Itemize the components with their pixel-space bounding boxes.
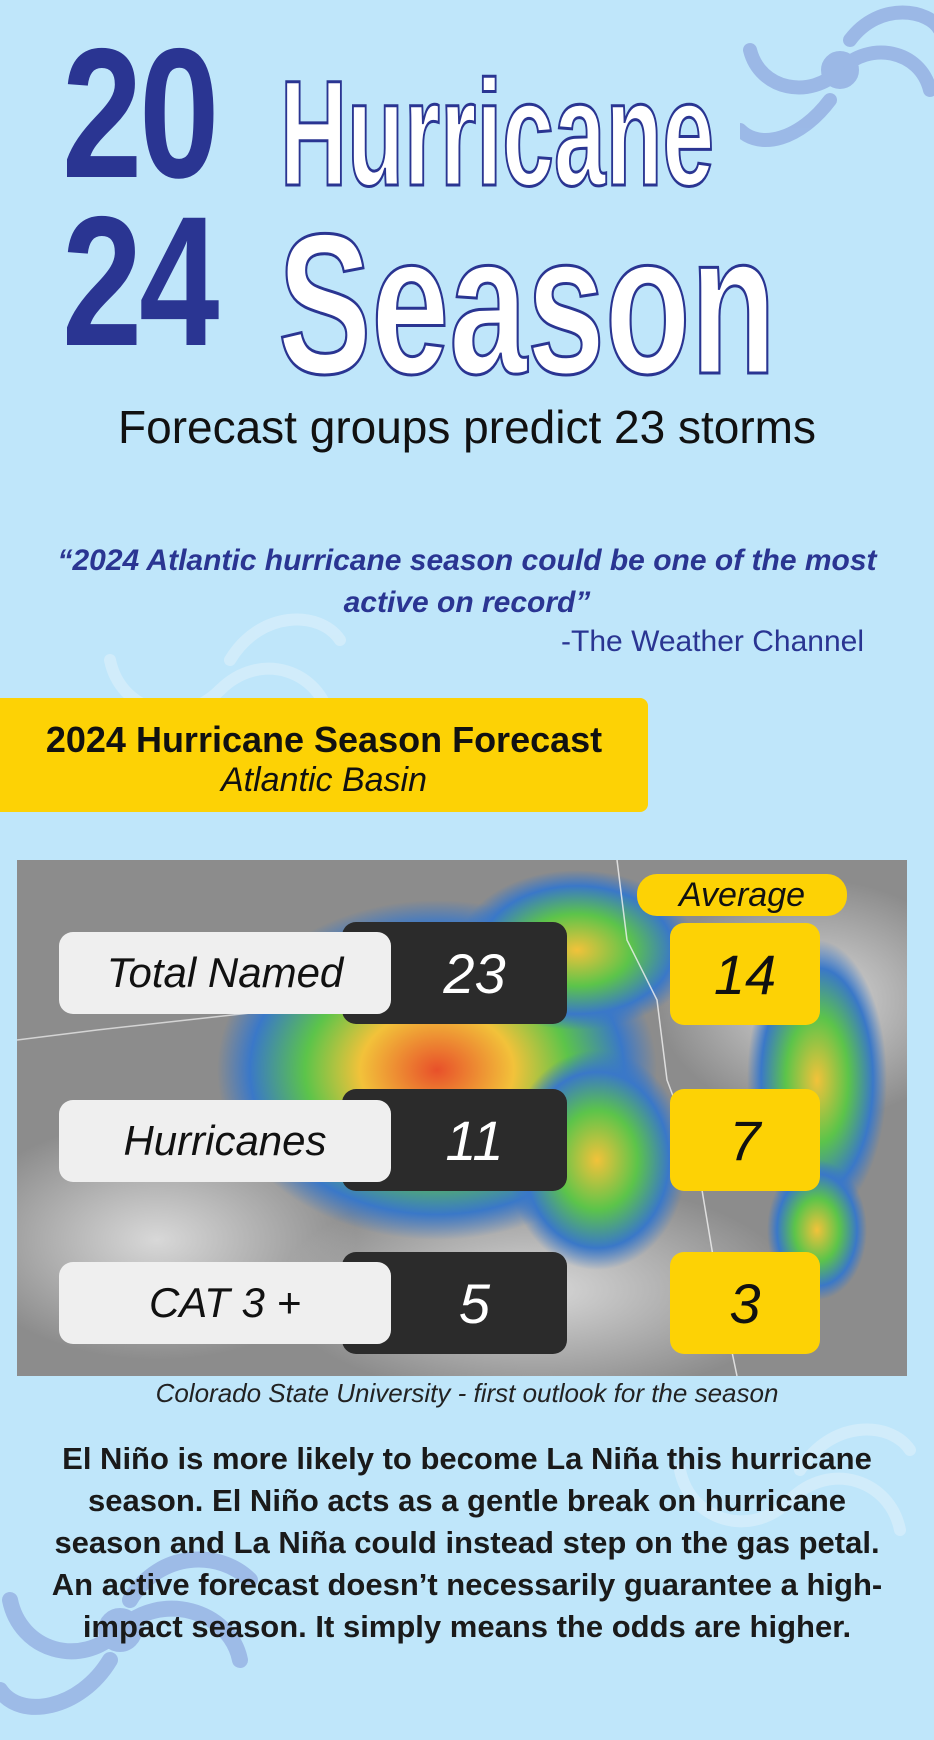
forecast-panel: Average Total Named 23 14 Hurricanes 11 … xyxy=(17,860,907,1376)
row-average-hurricanes: 7 xyxy=(670,1089,820,1191)
body-paragraph: El Niño is more likely to become La Niña… xyxy=(51,1441,883,1644)
row-label-total-named: Total Named xyxy=(59,932,391,1014)
year-heading: 20 24 xyxy=(62,11,219,385)
panel-caption: Colorado State University - first outloo… xyxy=(155,1378,779,1408)
row-label-cat3: CAT 3 + xyxy=(59,1262,391,1344)
row-average-cat3: 3 xyxy=(670,1252,820,1354)
year-top: 20 xyxy=(62,11,219,217)
row-average-total-named: 14 xyxy=(670,923,820,1025)
hurricane-swirl-top-right-icon xyxy=(740,5,934,147)
page-subtitle: Forecast groups predict 23 storms xyxy=(118,401,816,453)
forecast-banner-title: 2024 Hurricane Season Forecast xyxy=(45,719,603,760)
quote-attribution: -The Weather Channel xyxy=(561,625,864,658)
average-header: Average xyxy=(637,874,847,916)
forecast-banner: 2024 Hurricane Season Forecast Atlantic … xyxy=(0,698,648,812)
quote-text: “2024 Atlantic hurricane season could be… xyxy=(57,544,877,619)
row-label-hurricanes: Hurricanes xyxy=(59,1100,391,1182)
forecast-banner-subtitle: Atlantic Basin xyxy=(221,761,427,799)
title-season: Season xyxy=(277,193,777,416)
title-hurricane: Hurricane xyxy=(279,49,715,217)
year-bottom: 24 xyxy=(62,179,219,385)
